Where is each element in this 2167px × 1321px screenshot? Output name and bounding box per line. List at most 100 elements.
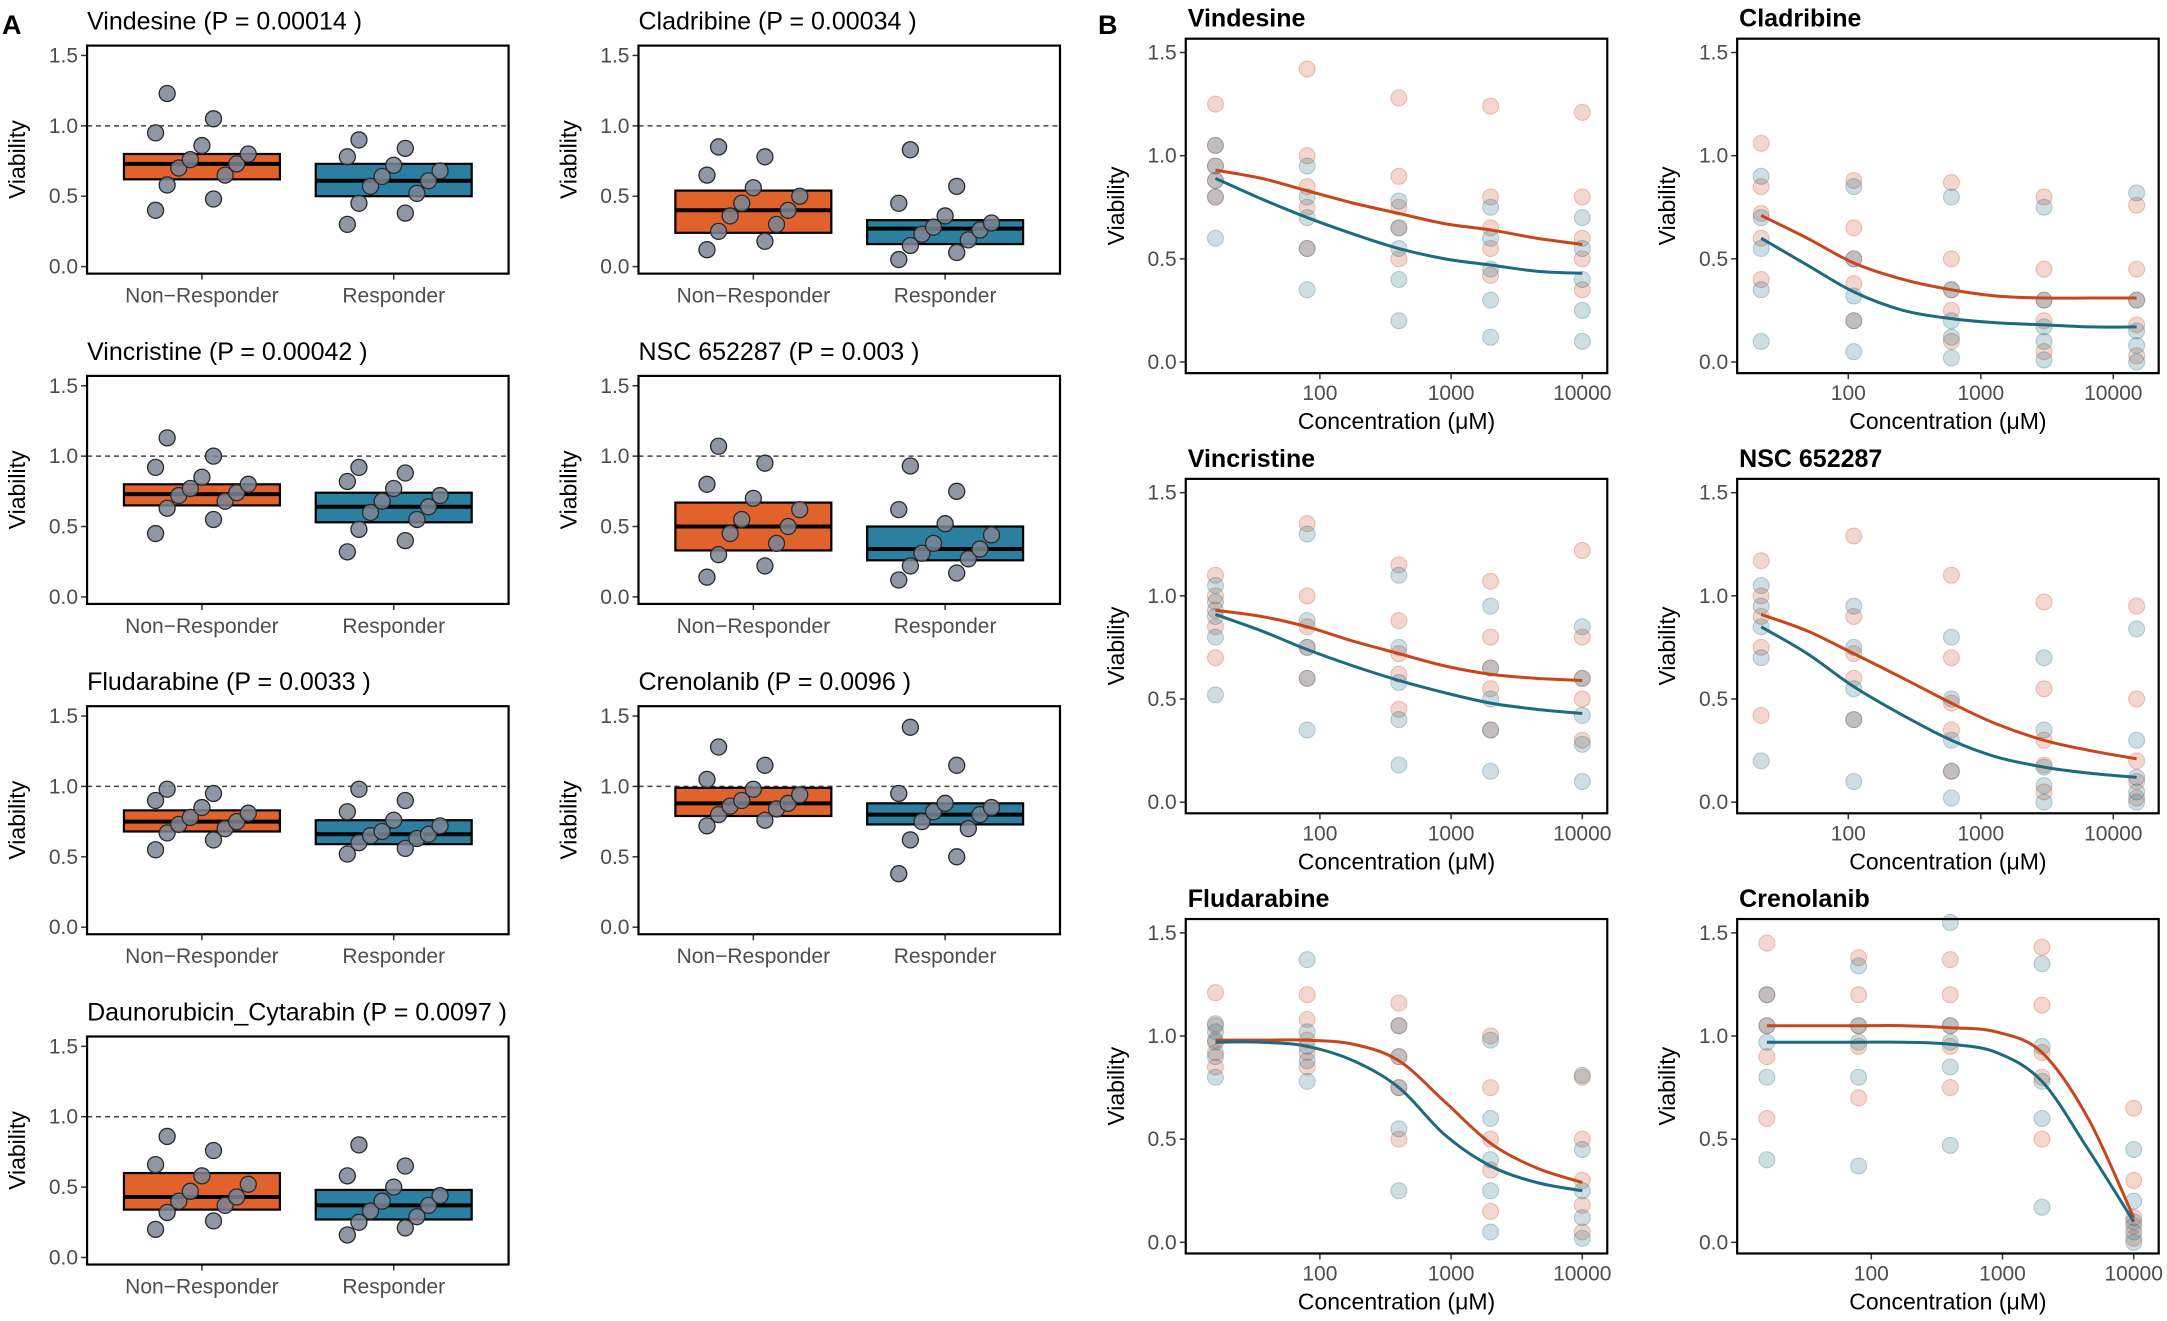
plot-frame <box>637 374 1062 606</box>
x-tick-label: 10000 <box>1553 822 1611 845</box>
data-point <box>396 204 414 222</box>
y-tick-label: 1.5 <box>600 705 629 728</box>
data-point <box>982 526 1001 544</box>
data-point <box>419 1196 438 1215</box>
data-point <box>1758 1110 1776 1128</box>
data-point <box>431 162 449 180</box>
data-point <box>767 215 786 234</box>
data-point <box>1390 192 1408 210</box>
data-point <box>1482 1110 1500 1128</box>
data-point <box>1845 178 1863 196</box>
data-point <box>385 479 403 498</box>
data-point <box>2035 343 2053 361</box>
data-point <box>1573 773 1591 791</box>
fit-curve <box>1760 236 2137 329</box>
x-axis-label: Concentration (μM) <box>1298 848 1495 874</box>
data-point <box>1941 914 1959 932</box>
data-point <box>1482 680 1500 698</box>
data-point <box>1845 312 1863 330</box>
dose-response-chart: NSC 652287 0.0 0.5 1.0 1.5 Viability 100 1000 10… <box>1654 445 2160 874</box>
chart-title: Vindesine <box>1188 5 1306 33</box>
data-point <box>1206 1015 1224 1033</box>
data-point <box>1298 240 1316 258</box>
data-point <box>1752 587 1770 605</box>
data-point <box>193 798 211 817</box>
y-tick-label: 0.0 <box>600 916 629 939</box>
data-point <box>361 177 380 196</box>
data-point <box>1390 219 1408 237</box>
data-point <box>1573 281 1591 299</box>
data-point <box>698 568 716 586</box>
data-point <box>1482 721 1500 739</box>
y-axis-label: Viability <box>4 120 30 199</box>
data-point <box>890 784 908 803</box>
y-tick-label: 0.0 <box>1699 791 1728 814</box>
data-point <box>1752 638 1770 656</box>
x-tick-label: Responder <box>342 945 445 968</box>
x-tick-label: 1000 <box>1957 822 2004 845</box>
data-point <box>228 812 246 831</box>
data-point <box>1850 986 1868 1004</box>
x-tick-label: Responder <box>894 615 997 638</box>
plot-frame <box>1736 477 2160 815</box>
data-point <box>2035 260 2053 278</box>
data-point <box>901 718 920 736</box>
y-tick-label: 0.5 <box>1699 248 1728 271</box>
panel-label: A <box>2 10 22 40</box>
data-point <box>1752 577 1770 595</box>
data-point <box>158 429 176 447</box>
x-tick-label: 100 <box>1302 822 1337 845</box>
data-point <box>146 201 165 219</box>
data-point <box>204 1141 223 1160</box>
data-point <box>396 791 414 810</box>
data-point <box>239 145 257 163</box>
plot-frame <box>1736 917 2160 1255</box>
data-point <box>1298 240 1316 258</box>
data-point <box>1298 669 1316 687</box>
data-point <box>146 1220 165 1238</box>
data-point <box>1573 103 1591 121</box>
box-chart: Vindesine (P = 0.00014 ) 0.0 0.5 1.0 1.5 Viab… <box>4 8 510 308</box>
data-point <box>1390 1182 1408 1200</box>
data-point <box>170 1192 188 1210</box>
y-tick-label: 0.5 <box>1148 688 1177 711</box>
data-point <box>228 484 246 502</box>
data-point <box>373 492 391 510</box>
data-point <box>146 524 165 543</box>
data-point <box>1298 525 1316 543</box>
data-point <box>1941 986 1959 1004</box>
data-point <box>2128 353 2146 371</box>
data-point <box>1573 1196 1591 1214</box>
data-point <box>2125 1223 2143 1241</box>
plot-frame <box>1184 477 1609 815</box>
data-point <box>1573 669 1591 687</box>
data-point <box>2033 955 2051 973</box>
data-point <box>1573 690 1591 708</box>
data-point <box>158 499 176 517</box>
chart-title: Crenolanib (P = 0.0096 ) <box>638 668 911 696</box>
y-tick-label: 0.0 <box>1148 1231 1177 1254</box>
data-point <box>1752 552 1770 570</box>
y-axis-label: Viability <box>555 450 581 529</box>
data-point <box>890 571 908 589</box>
y-tick-label: 1.5 <box>49 1035 78 1058</box>
x-axis-label: Concentration (μM) <box>1849 848 2046 874</box>
data-point <box>2128 731 2146 749</box>
data-point <box>1758 934 1776 952</box>
data-point <box>228 1188 246 1206</box>
dose-response-chart: Cladribine 0.0 0.5 1.0 1.5 Viability 100 1000 10… <box>1654 5 2160 434</box>
y-tick-label: 0.0 <box>1148 351 1177 374</box>
data-point <box>890 500 908 519</box>
data-point <box>239 475 257 493</box>
data-point <box>1942 628 1960 646</box>
x-tick-label: 10000 <box>2105 1262 2163 1285</box>
data-point <box>1390 1017 1408 1035</box>
data-point <box>2035 593 2053 611</box>
data-point <box>1573 1209 1591 1227</box>
data-point <box>1206 136 1224 154</box>
data-point <box>1298 951 1316 969</box>
data-point <box>1482 240 1500 258</box>
data-point <box>779 201 797 219</box>
plot-frame <box>85 705 510 936</box>
data-point <box>901 831 920 849</box>
